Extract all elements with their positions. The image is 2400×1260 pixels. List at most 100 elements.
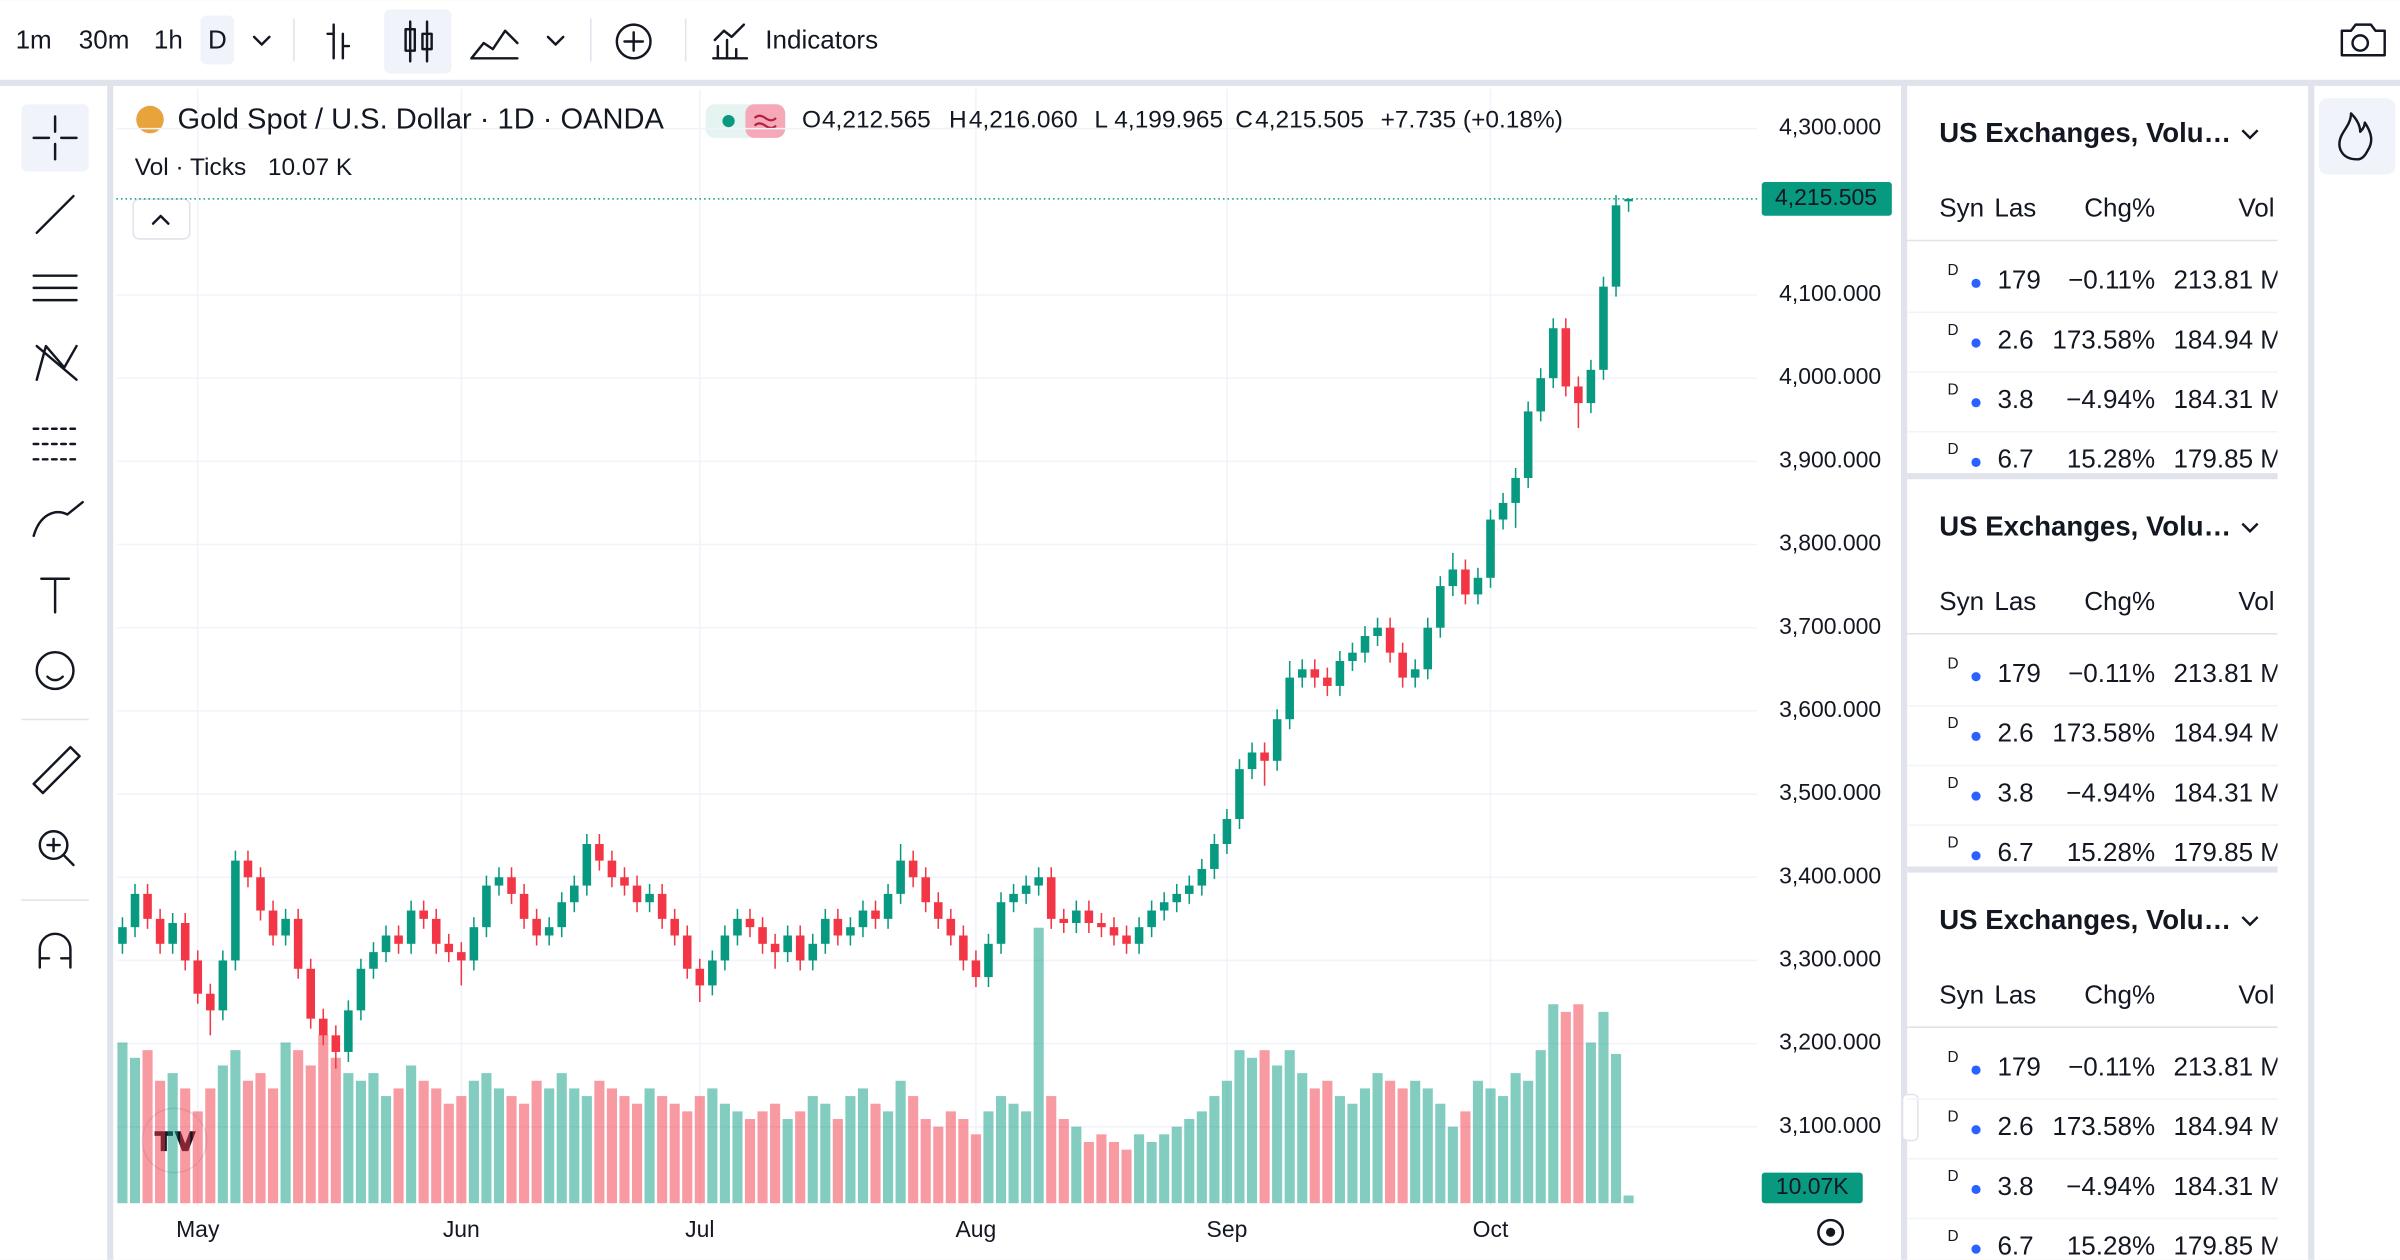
row-last[interactable]: 3.8	[1997, 1171, 2033, 1201]
candle-body	[1423, 627, 1433, 670]
row-last[interactable]: 2.6	[1997, 1111, 2033, 1141]
interval-button[interactable]: 1m	[16, 24, 52, 54]
column-header[interactable]: Chg%	[2084, 586, 2155, 616]
candle-body	[657, 893, 667, 919]
watchlist-menu[interactable]	[2241, 522, 2259, 534]
pattern-icon[interactable]	[35, 344, 78, 381]
panel-toggle[interactable]	[1901, 1093, 1919, 1142]
row-change: −0.11%	[2068, 658, 2155, 688]
indicators-button[interactable]: Indicators	[765, 24, 878, 54]
volume-bar	[1033, 927, 1044, 1204]
brush-icon[interactable]	[32, 500, 84, 538]
volume-bar	[1460, 1111, 1471, 1204]
candle-body	[1373, 627, 1382, 637]
volume-bar	[1272, 1065, 1283, 1204]
row-last[interactable]: 179	[1997, 658, 2040, 688]
active-interval[interactable]	[200, 15, 235, 65]
ruler-icon[interactable]	[32, 745, 81, 795]
candle-body	[494, 877, 504, 886]
candle-body	[1436, 586, 1445, 628]
quote-key: L	[1094, 107, 1108, 134]
row-dot	[1971, 278, 1981, 288]
candle-body	[1109, 927, 1119, 936]
row-last[interactable]: 2.6	[1997, 718, 2033, 748]
column-header[interactable]: Syn	[1939, 586, 1984, 616]
y-tick-label: 4,100.000	[1779, 280, 1881, 306]
y-tick-label: 3,800.000	[1779, 530, 1881, 556]
quote-value: 4,216.060	[969, 107, 1078, 134]
candle-body	[281, 918, 290, 936]
watchlist-menu[interactable]	[2241, 129, 2259, 140]
watchlist-title[interactable]: US Exchanges, Volu…	[1939, 904, 2231, 935]
row-last[interactable]: 6.7	[1997, 444, 2033, 474]
settings-dot	[1826, 1227, 1836, 1237]
forecast-icon[interactable]	[32, 427, 78, 461]
row-last[interactable]: 179	[1997, 1051, 2040, 1081]
candle-body	[1260, 752, 1269, 761]
volume-bar	[870, 1103, 881, 1204]
candle-body	[1046, 877, 1056, 919]
volume-bar	[368, 1073, 379, 1204]
trendline-icon[interactable]	[35, 194, 75, 235]
candle-body	[1059, 918, 1069, 924]
volume-bar	[933, 1126, 944, 1204]
volume-bar	[1071, 1126, 1082, 1204]
column-header[interactable]: Syn	[1939, 193, 1984, 223]
candle-body	[306, 968, 315, 1019]
column-header[interactable]: Vol	[2238, 979, 2274, 1009]
watchlist-title[interactable]: US Exchanges, Volu…	[1939, 117, 2231, 148]
row-flag: D	[1948, 262, 1959, 279]
candle-body	[143, 893, 152, 919]
column-header[interactable]: Las	[1994, 193, 2036, 223]
row-last[interactable]: 2.6	[1997, 324, 2033, 354]
volume-bar	[883, 1111, 894, 1204]
row-last[interactable]: 6.7	[1997, 1230, 2033, 1260]
interval-button[interactable]: 1h	[154, 24, 183, 54]
chart-type-menu[interactable]	[546, 35, 565, 46]
candle-body	[457, 952, 466, 961]
y-tick-label: 3,200.000	[1779, 1029, 1881, 1055]
interval-button[interactable]: D	[208, 24, 227, 54]
volume-bar	[995, 1096, 1007, 1204]
column-header[interactable]: Las	[1994, 979, 2036, 1009]
candle-body	[745, 918, 755, 928]
column-header[interactable]: Las	[1994, 586, 2036, 616]
row-last[interactable]: 179	[1997, 265, 2040, 295]
area-icon[interactable]	[470, 29, 519, 60]
settings-icon[interactable]	[1817, 1218, 1845, 1246]
crosshair-button[interactable]	[21, 104, 89, 172]
row-last[interactable]: 6.7	[1997, 837, 2033, 867]
bars-icon[interactable]	[326, 23, 351, 60]
emoji-icon[interactable]	[35, 650, 75, 691]
column-header[interactable]: Chg%	[2084, 979, 2155, 1009]
column-header[interactable]: Chg%	[2084, 193, 2155, 223]
zoom-icon[interactable]	[38, 830, 69, 861]
row-last[interactable]: 3.8	[1997, 777, 2033, 807]
column-header[interactable]: Vol	[2238, 586, 2274, 616]
candle-body	[758, 927, 767, 944]
candle-body	[1410, 669, 1420, 678]
fib-icon[interactable]	[32, 274, 78, 302]
interval-menu[interactable]	[252, 35, 271, 46]
compare-icon[interactable]	[615, 23, 652, 60]
text-icon[interactable]	[40, 577, 71, 614]
candle-body	[570, 885, 579, 903]
column-header[interactable]: Vol	[2238, 193, 2274, 223]
hot-button[interactable]	[2318, 98, 2396, 175]
interval-button[interactable]: 30m	[79, 24, 130, 54]
indicators-icon[interactable]	[712, 23, 749, 60]
watchlist-title[interactable]: US Exchanges, Volu…	[1939, 510, 2231, 541]
row-last[interactable]: 3.8	[1997, 384, 2033, 414]
watchlist-menu[interactable]	[2241, 916, 2259, 927]
last-price-tag	[1761, 182, 1892, 216]
snapshot-icon[interactable]	[2340, 23, 2386, 57]
volume-bar	[1184, 1119, 1195, 1204]
magnet-icon[interactable]	[38, 932, 72, 969]
collapse-legend[interactable]	[132, 198, 191, 240]
candles-button[interactable]	[384, 9, 452, 74]
candle-body	[795, 935, 805, 961]
volume-bar	[305, 1065, 316, 1204]
volume-bar	[1548, 1004, 1559, 1204]
column-header[interactable]: Syn	[1939, 979, 1984, 1009]
candle-body	[1084, 910, 1094, 924]
